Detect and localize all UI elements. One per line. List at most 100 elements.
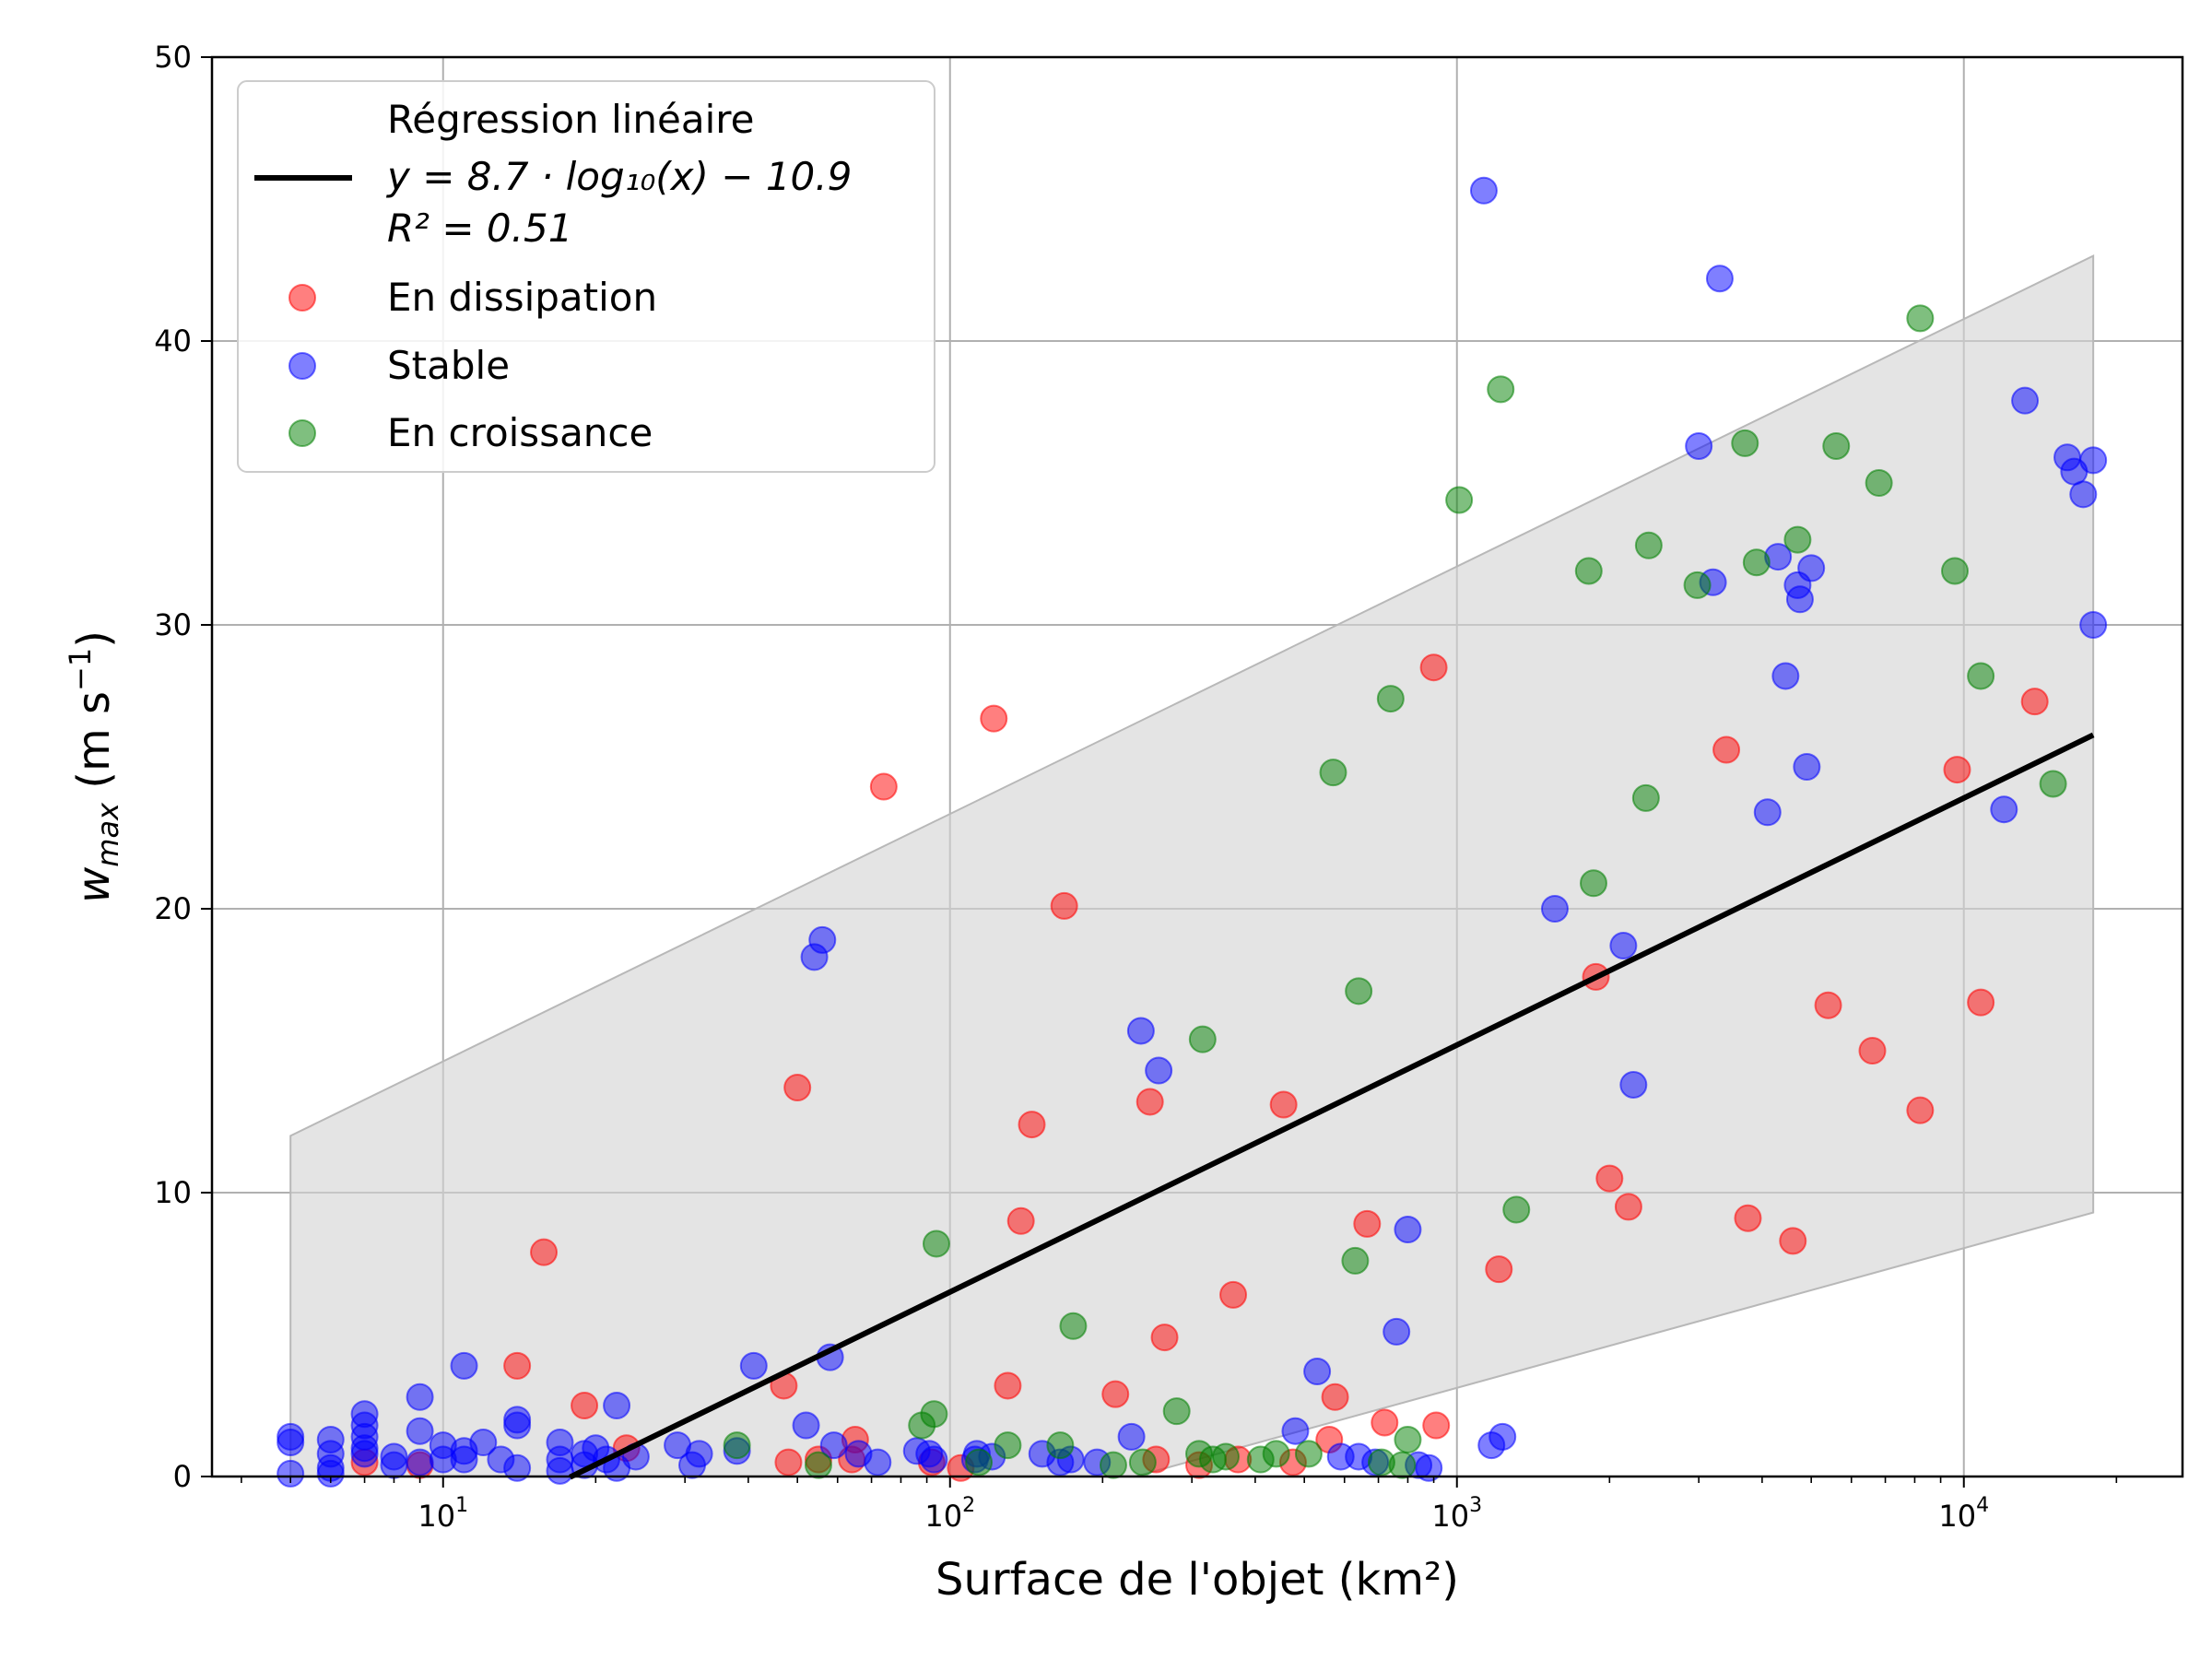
data-point: [1990, 795, 2018, 824]
y-axis-title-main: w: [68, 866, 120, 903]
legend-marker-en-croissance: [288, 419, 316, 447]
data-point: [864, 1448, 892, 1477]
data-point: [469, 1429, 498, 1457]
data-point: [1294, 1440, 1323, 1468]
data-point: [792, 1411, 820, 1440]
data-point: [1162, 1397, 1191, 1426]
data-point: [1487, 375, 1515, 404]
data-point: [1422, 1411, 1451, 1440]
data-point: [869, 772, 898, 801]
x-tick-label-base: 10: [1938, 1499, 1976, 1534]
data-point: [1631, 783, 1660, 812]
data-point: [1712, 735, 1741, 764]
data-point: [1779, 1227, 1807, 1255]
legend-marker-en-dissipation: [288, 284, 316, 312]
data-point: [723, 1431, 751, 1460]
y-tick-label: 10: [154, 1175, 192, 1210]
data-point: [503, 1351, 532, 1380]
data-point: [503, 1411, 532, 1440]
x-tick-label-exp: 1: [455, 1494, 468, 1517]
x-tick-label-base: 10: [418, 1499, 455, 1534]
data-point: [804, 1451, 832, 1479]
data-point: [922, 1230, 950, 1258]
data-point: [1574, 557, 1603, 585]
legend-regression-label-line1: Régression linéaire: [387, 97, 754, 142]
data-point: [774, 1448, 803, 1477]
data-point: [1771, 662, 1800, 690]
data-point: [1705, 265, 1734, 293]
data-point: [1050, 891, 1078, 920]
data-point: [1595, 1164, 1624, 1193]
confidence-band-layer: [289, 253, 2095, 1477]
data-point: [546, 1456, 574, 1485]
data-point: [965, 1448, 994, 1477]
data-point: [1319, 759, 1347, 787]
data-point: [1018, 1111, 1046, 1139]
data-point: [1865, 469, 1893, 497]
data-point: [1941, 557, 1970, 585]
data-point: [1822, 431, 1851, 460]
data-point: [2079, 611, 2108, 639]
data-point: [2020, 688, 2049, 716]
data-point: [1906, 304, 1935, 333]
data-point: [1262, 1440, 1290, 1468]
x-tick-label: 102: [924, 1494, 975, 1534]
data-point: [1540, 895, 1569, 923]
data-point: [1128, 1448, 1157, 1477]
data-point: [316, 1459, 345, 1488]
data-point: [1579, 869, 1607, 898]
data-point: [1967, 988, 1995, 1017]
data-point: [406, 1382, 434, 1411]
data-point: [1303, 1358, 1332, 1386]
legend-label-stable: Stable: [387, 343, 510, 388]
data-point: [1388, 1451, 1417, 1479]
data-point: [1634, 531, 1663, 559]
data-point: [1394, 1216, 1422, 1244]
data-point: [1059, 1312, 1088, 1340]
data-point: [1046, 1431, 1075, 1460]
data-point: [1101, 1380, 1130, 1408]
data-point: [276, 1429, 305, 1457]
data-point: [1797, 554, 1826, 582]
data-point: [530, 1238, 559, 1266]
y-axis-title-close: ): [68, 630, 120, 648]
data-point: [1445, 486, 1474, 514]
x-axis-title: Surface de l'objet (km²): [935, 1554, 1459, 1606]
data-point: [2039, 770, 2067, 798]
data-point: [819, 1431, 848, 1460]
series-en-dissipation: [350, 653, 2049, 1482]
data-point: [1145, 1056, 1173, 1085]
data-point: [1376, 685, 1405, 713]
data-point: [1488, 1422, 1517, 1451]
data-point: [350, 1440, 379, 1468]
data-point: [406, 1417, 434, 1445]
x-tick-label-base: 10: [1431, 1499, 1469, 1534]
data-point: [1485, 1255, 1513, 1284]
data-point: [783, 1074, 812, 1102]
data-point: [1731, 429, 1759, 457]
y-axis-title: wmax (m s−1): [63, 630, 125, 903]
y-tick-label: 40: [154, 324, 192, 359]
data-point: [450, 1445, 478, 1474]
data-point: [1858, 1037, 1887, 1065]
data-point: [1269, 1090, 1298, 1119]
y-axis-title-unit: (m s: [68, 691, 120, 803]
legend-label-en-dissipation: En dissipation: [387, 275, 657, 320]
data-point: [2069, 480, 2098, 509]
data-point: [406, 1448, 434, 1477]
data-point: [920, 1400, 948, 1429]
data-point: [1685, 431, 1713, 460]
data-point: [1345, 977, 1373, 1006]
data-point: [920, 1445, 948, 1474]
data-point: [1783, 525, 1812, 554]
x-tick-label: 103: [1431, 1494, 1482, 1534]
data-point: [1126, 1017, 1155, 1045]
series-en-croissance: [723, 304, 2067, 1479]
regression-line: [569, 732, 2095, 1480]
plot-frame: [210, 55, 2184, 1478]
data-point: [1619, 1070, 1648, 1099]
x-tick-label-exp: 3: [1469, 1494, 1482, 1517]
data-point: [1321, 1382, 1349, 1411]
